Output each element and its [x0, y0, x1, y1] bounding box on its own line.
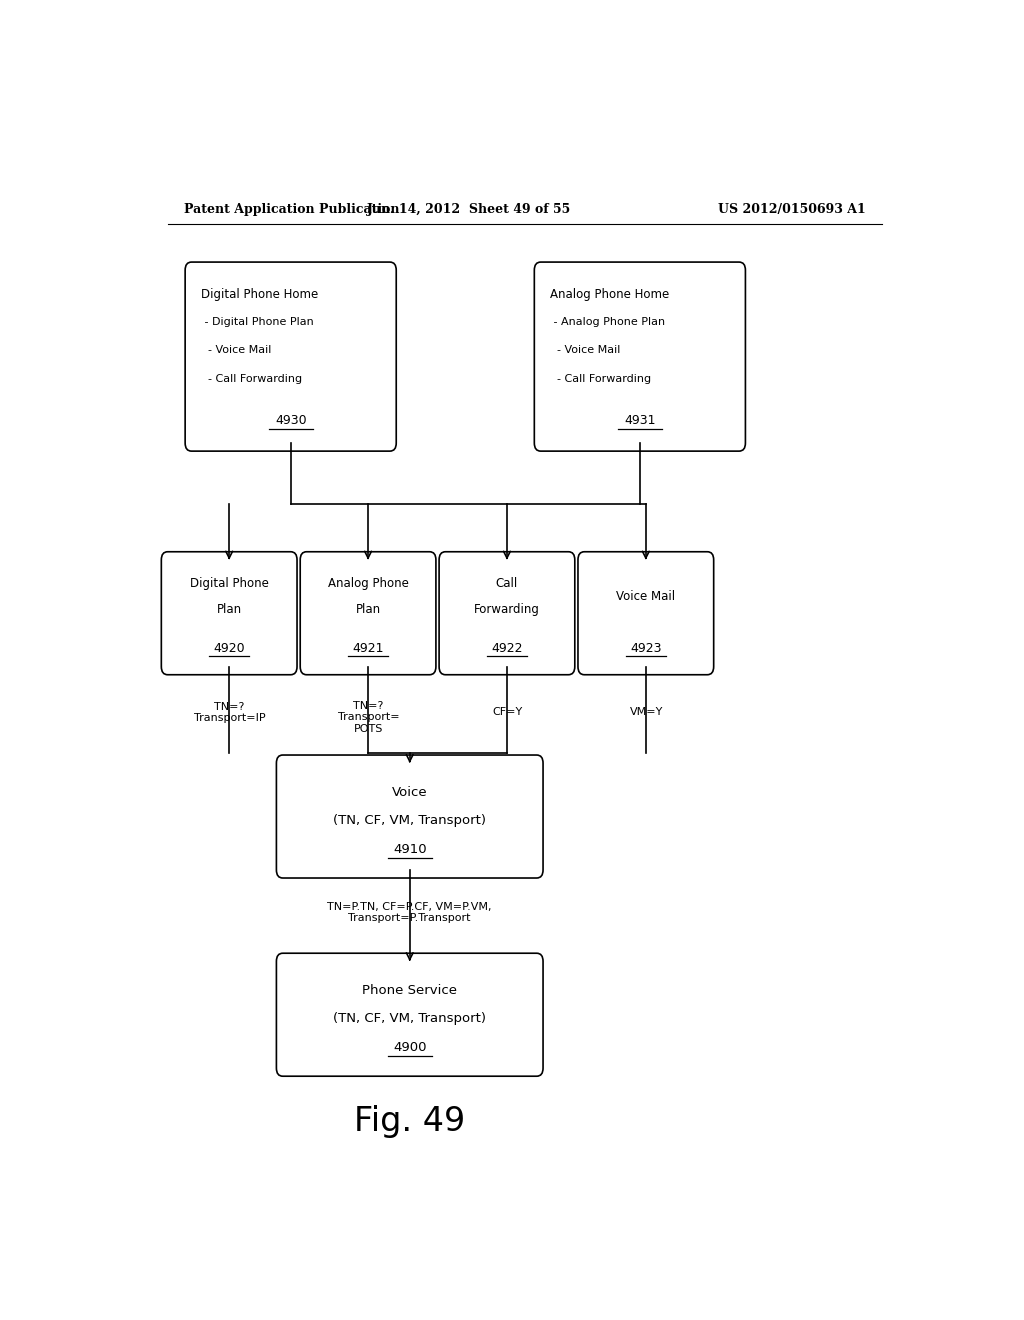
Text: Analog Phone Home: Analog Phone Home	[550, 289, 670, 301]
Text: - Call Forwarding: - Call Forwarding	[550, 374, 651, 384]
Text: Fig. 49: Fig. 49	[354, 1105, 465, 1138]
Text: Phone Service: Phone Service	[362, 983, 458, 997]
Text: 4923: 4923	[630, 642, 662, 655]
FancyBboxPatch shape	[162, 552, 297, 675]
Text: - Voice Mail: - Voice Mail	[550, 346, 621, 355]
Text: Analog Phone: Analog Phone	[328, 577, 409, 590]
Text: Jun. 14, 2012  Sheet 49 of 55: Jun. 14, 2012 Sheet 49 of 55	[368, 203, 571, 215]
Text: 4920: 4920	[213, 642, 245, 655]
Text: Digital Phone: Digital Phone	[189, 577, 268, 590]
Text: 4900: 4900	[393, 1041, 426, 1055]
Text: Digital Phone Home: Digital Phone Home	[201, 289, 318, 301]
Text: - Analog Phone Plan: - Analog Phone Plan	[550, 317, 666, 327]
Text: US 2012/0150693 A1: US 2012/0150693 A1	[718, 203, 866, 215]
Text: Forwarding: Forwarding	[474, 603, 540, 616]
FancyBboxPatch shape	[276, 953, 543, 1076]
Text: TN=?
Transport=IP: TN=? Transport=IP	[194, 701, 265, 723]
Text: Plan: Plan	[355, 603, 381, 616]
Text: Voice: Voice	[392, 785, 428, 799]
FancyBboxPatch shape	[300, 552, 436, 675]
Text: - Voice Mail: - Voice Mail	[201, 346, 271, 355]
Text: (TN, CF, VM, Transport): (TN, CF, VM, Transport)	[333, 814, 486, 826]
Text: - Digital Phone Plan: - Digital Phone Plan	[201, 317, 313, 327]
Text: 4922: 4922	[492, 642, 522, 655]
Text: (TN, CF, VM, Transport): (TN, CF, VM, Transport)	[333, 1012, 486, 1026]
Text: 4930: 4930	[274, 414, 306, 428]
Text: 4931: 4931	[624, 414, 655, 428]
Text: Patent Application Publication: Patent Application Publication	[183, 203, 399, 215]
FancyBboxPatch shape	[535, 263, 745, 451]
Text: TN=?
Transport=
POTS: TN=? Transport= POTS	[338, 701, 399, 734]
Text: Call: Call	[496, 577, 518, 590]
Text: CF=Y: CF=Y	[493, 708, 522, 717]
Text: 4910: 4910	[393, 843, 427, 857]
FancyBboxPatch shape	[439, 552, 574, 675]
Text: VM=Y: VM=Y	[630, 708, 663, 717]
Text: TN=P.TN, CF=P.CF, VM=P.VM,
Transport=P.Transport: TN=P.TN, CF=P.CF, VM=P.VM, Transport=P.T…	[328, 902, 492, 924]
Text: 4921: 4921	[352, 642, 384, 655]
Text: Plan: Plan	[217, 603, 242, 616]
FancyBboxPatch shape	[276, 755, 543, 878]
Text: - Call Forwarding: - Call Forwarding	[201, 374, 302, 384]
Text: Voice Mail: Voice Mail	[616, 590, 676, 603]
FancyBboxPatch shape	[578, 552, 714, 675]
FancyBboxPatch shape	[185, 263, 396, 451]
